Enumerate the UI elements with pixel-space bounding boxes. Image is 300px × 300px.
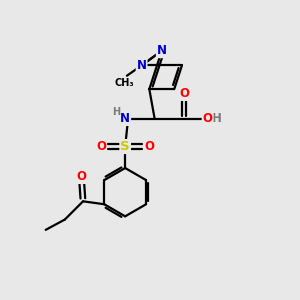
Text: N: N [157,44,167,57]
Text: O: O [96,140,106,153]
Text: H: H [212,112,221,125]
Text: N: N [120,112,130,125]
Text: O: O [144,140,154,153]
Text: H: H [112,107,120,117]
Text: N: N [136,59,147,72]
Text: O: O [76,170,87,183]
Text: O: O [202,112,213,125]
Text: CH₃: CH₃ [115,78,134,88]
Text: O: O [179,87,189,100]
Text: S: S [120,140,130,153]
